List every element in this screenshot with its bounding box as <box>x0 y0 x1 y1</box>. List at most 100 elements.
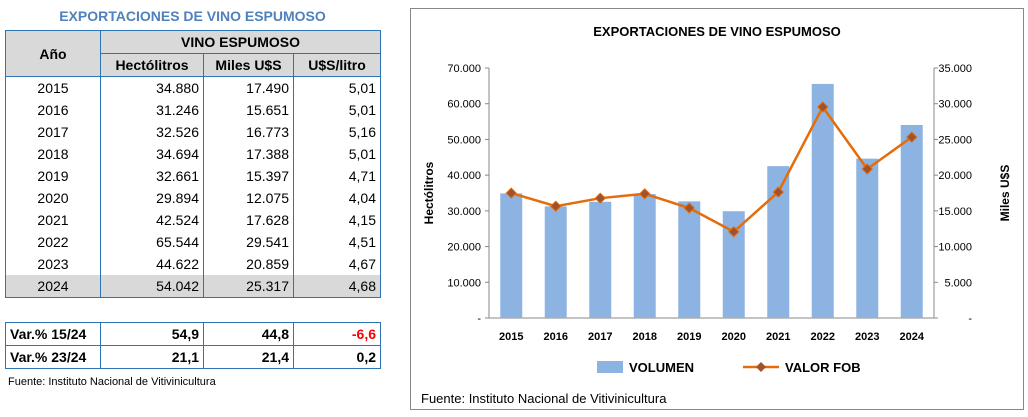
table-source: Fuente: Instituto Nacional de Vitivinicu… <box>8 376 216 388</box>
table-cell: 2017 <box>5 121 101 143</box>
table-cell: 31.246 <box>100 99 204 121</box>
header-hl: Hectólitros <box>100 53 204 77</box>
table-cell: 2024 <box>5 275 101 298</box>
table-cell: 29.894 <box>100 187 204 209</box>
variation-cell: 44,8 <box>203 322 294 346</box>
x-tick-label: 2020 <box>722 331 746 343</box>
table-cell: 25.317 <box>203 275 294 298</box>
table-row: 2024 54.042 25.317 4,68 <box>5 275 381 298</box>
table-cell: 4,67 <box>293 253 381 275</box>
y2-tick-label: 5.000 <box>944 277 972 289</box>
point-valor-fob <box>683 202 695 214</box>
table-cell: 54.042 <box>100 275 204 298</box>
x-tick-label: 2019 <box>677 331 701 343</box>
table-cell: 17.388 <box>203 143 294 165</box>
header-year: Año <box>5 30 101 77</box>
table-cell: 15.651 <box>203 99 294 121</box>
table-row: 2022 65.544 29.541 4,51 <box>5 231 381 253</box>
variation-row: Var.% 23/24 21,1 21,4 0,2 <box>5 345 381 369</box>
table-cell: 34.880 <box>100 76 204 99</box>
table-row: 2020 29.894 12.075 4,04 <box>5 187 381 209</box>
bar-volumen <box>544 206 567 318</box>
x-tick-label: 2018 <box>633 331 657 343</box>
chart-source: Fuente: Instituto Nacional de Vitivinicu… <box>421 391 667 406</box>
x-tick-label: 2023 <box>855 331 879 343</box>
table-cell: 16.773 <box>203 121 294 143</box>
table-cell: 4,15 <box>293 209 381 231</box>
table-cell: 4,51 <box>293 231 381 253</box>
table-cell: 44.622 <box>100 253 204 275</box>
table-cell: 15.397 <box>203 165 294 187</box>
point-valor-fob <box>505 187 517 199</box>
x-tick-label: 2021 <box>766 331 790 343</box>
table-cell: 2022 <box>5 231 101 253</box>
chart: EXPORTACIONES DE VINO ESPUMOSO - 10.000 20.… <box>410 8 1024 410</box>
y-tick-label: 70.000 <box>447 63 481 75</box>
bar-volumen <box>811 83 834 319</box>
legend-volumen-label: VOLUMEN <box>629 360 694 375</box>
legend-fob-marker <box>756 362 766 372</box>
bar-volumen <box>500 193 523 318</box>
table-cell: 2016 <box>5 99 101 121</box>
y-axis-label: Hectólitros <box>422 161 436 224</box>
y2-tick-label: - <box>968 313 972 325</box>
variation-row: Var.% 15/24 54,9 44,8 -6,6 <box>5 322 381 346</box>
y2-tick-label: 15.000 <box>938 206 972 218</box>
variation-cell: 21,1 <box>100 345 204 369</box>
x-tick-label: 2017 <box>588 331 612 343</box>
variation-cell: 54,9 <box>100 322 204 346</box>
table-cell: 42.524 <box>100 209 204 231</box>
table-row: 2015 34.880 17.490 5,01 <box>5 76 381 99</box>
table-cell: 29.541 <box>203 231 294 253</box>
table-cell: 65.544 <box>100 231 204 253</box>
variation-table: Var.% 15/24 54,9 44,8 -6,6 Var.% 23/24 21,1 21… <box>5 322 381 369</box>
y-tick-label: 10.000 <box>447 277 481 289</box>
variation-cell: Var.% 23/24 <box>5 345 101 369</box>
bar-volumen <box>678 201 701 318</box>
x-tick-label: 2024 <box>900 331 925 343</box>
point-valor-fob <box>861 163 873 175</box>
table-title: EXPORTACIONES DE VINO ESPUMOSO <box>59 8 326 24</box>
point-valor-fob <box>817 101 829 113</box>
header-group: VINO ESPUMOSO <box>100 30 381 54</box>
header-price: U$S/litro <box>293 53 381 77</box>
variation-cell: Var.% 15/24 <box>5 322 101 346</box>
table-row: 2023 44.622 20.859 4,67 <box>5 253 381 275</box>
y2-tick-label: 30.000 <box>938 99 972 111</box>
y-tick-label: 60.000 <box>447 99 481 111</box>
point-valor-fob <box>772 186 784 198</box>
table-row: 2016 31.246 15.651 5,01 <box>5 99 381 121</box>
x-tick-label: 2022 <box>811 331 835 343</box>
table-cell: 17.490 <box>203 76 294 99</box>
table-cell: 20.859 <box>203 253 294 275</box>
table-cell: 32.661 <box>100 165 204 187</box>
y-tick-label: 20.000 <box>447 242 481 254</box>
bar-volumen <box>633 194 656 318</box>
y2-tick-label: 20.000 <box>938 170 972 182</box>
table-cell: 32.526 <box>100 121 204 143</box>
y-tick-label: - <box>477 313 481 325</box>
exports-table: Año VINO ESPUMOSO Hectólitros Miles U$S … <box>5 30 381 298</box>
table-cell: 5,16 <box>293 121 381 143</box>
point-valor-fob <box>550 200 562 212</box>
y-tick-label: 40.000 <box>447 170 481 182</box>
table-row: 2021 42.524 17.628 4,15 <box>5 209 381 231</box>
table-row: 2017 32.526 16.773 5,16 <box>5 121 381 143</box>
point-valor-fob <box>639 188 651 200</box>
y2-tick-label: 25.000 <box>938 134 972 146</box>
table-cell: 5,01 <box>293 76 381 99</box>
table-row: 2019 32.661 15.397 4,71 <box>5 165 381 187</box>
y2-tick-label: 35.000 <box>938 63 972 75</box>
table-cell: 2018 <box>5 143 101 165</box>
y-tick-label: 50.000 <box>447 134 481 146</box>
table-row: 2018 34.694 17.388 5,01 <box>5 143 381 165</box>
variation-cell: 0,2 <box>293 345 381 369</box>
bar-volumen <box>589 201 612 318</box>
variation-cell: -6,6 <box>293 322 381 346</box>
chart-title: EXPORTACIONES DE VINO ESPUMOSO <box>593 24 841 39</box>
y2-axis-label: Miles U$S <box>998 165 1012 222</box>
table-cell: 4,71 <box>293 165 381 187</box>
x-tick-label: 2015 <box>499 331 523 343</box>
variation-cell: 21,4 <box>203 345 294 369</box>
point-valor-fob <box>906 131 918 143</box>
